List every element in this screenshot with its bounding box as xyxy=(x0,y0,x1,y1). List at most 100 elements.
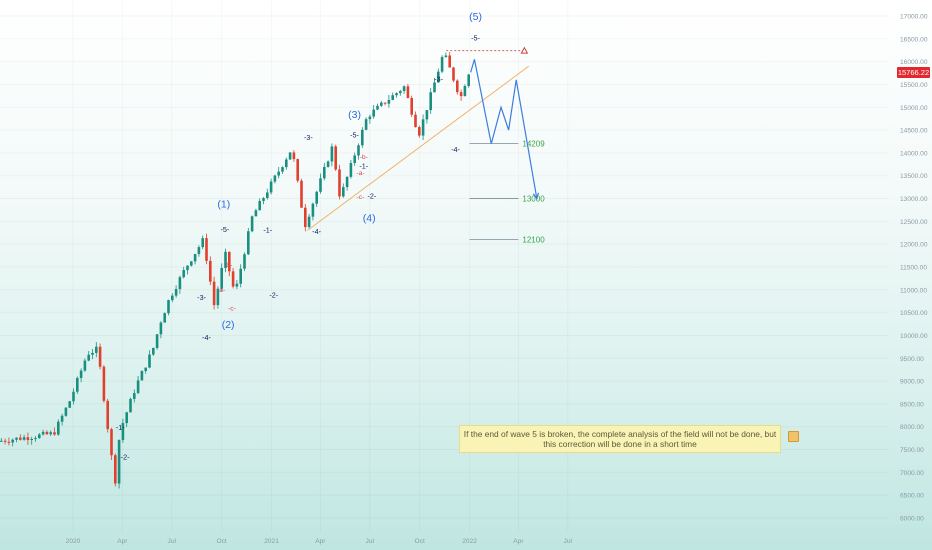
candle-body xyxy=(231,271,235,287)
candle-body xyxy=(463,86,467,97)
candle-body xyxy=(410,98,413,115)
trendline-line xyxy=(307,65,529,231)
wave-labels: -1- -2- -3- -4- -5- (1) -a- -b- -c- (2) -1- -2- -3- -… xyxy=(116,11,482,461)
candle-body xyxy=(60,415,64,422)
candle-body xyxy=(304,207,307,228)
candle-body xyxy=(353,155,356,163)
candle-body xyxy=(193,253,197,262)
candle-body xyxy=(178,277,182,290)
candle-body xyxy=(285,159,288,168)
candle-body xyxy=(76,377,79,392)
candle-body xyxy=(87,354,90,361)
candle-body xyxy=(197,247,201,254)
note-icon[interactable] xyxy=(788,431,799,442)
candle-body xyxy=(467,74,470,87)
candle-body xyxy=(307,216,311,228)
annotation-note[interactable]: If the end of wave 5 is broken, the comp… xyxy=(459,425,781,453)
wave-label: (1) xyxy=(217,199,230,211)
x-tick-label: Apr xyxy=(117,538,128,545)
candle-body xyxy=(68,401,71,408)
y-tick-label: 13500.00 xyxy=(900,173,928,180)
x-axis: 2020 Apr Jul Oct 2021 Apr Jul Oct 2022 Apr Jul xyxy=(66,538,573,545)
y-tick-label: 8500.00 xyxy=(900,401,924,408)
y-axis: 17000.00 16500.00 16000.00 15500.00 15000.00… xyxy=(900,14,928,523)
wave-label: -4- xyxy=(202,333,211,342)
candle-body xyxy=(425,110,429,120)
candle-body xyxy=(395,93,398,96)
wave-label: -2- xyxy=(121,453,130,462)
y-tick-label: 15500.00 xyxy=(900,82,928,89)
wave-label: -1- xyxy=(359,161,368,170)
candle-body xyxy=(57,421,60,435)
candle-body xyxy=(247,231,250,255)
trendline xyxy=(307,46,529,231)
candle-body xyxy=(296,159,299,181)
level-label: 14209 xyxy=(522,139,545,148)
candle-body xyxy=(239,268,242,284)
y-tick-label: 10500.00 xyxy=(900,310,928,317)
candle-body xyxy=(243,254,246,269)
candle-body xyxy=(174,289,178,296)
candle-body xyxy=(205,238,208,261)
candle-body xyxy=(250,216,254,232)
projection-path xyxy=(470,59,540,200)
y-tick-label: 16000.00 xyxy=(900,59,928,66)
candle-body xyxy=(387,99,391,104)
x-tick-label: Apr xyxy=(315,538,326,545)
candle-body xyxy=(34,438,37,440)
candle-body xyxy=(444,55,448,58)
wave-label: (4) xyxy=(363,212,376,224)
candle-body xyxy=(292,152,296,160)
candle-body xyxy=(319,178,322,192)
wave-label: -5- xyxy=(221,225,230,234)
candle-body xyxy=(144,367,147,372)
candle-body xyxy=(49,432,52,435)
candle-body xyxy=(182,270,185,278)
candle-body xyxy=(448,55,451,68)
candle-body xyxy=(262,198,265,201)
wave-label: -1- xyxy=(263,225,272,234)
wave-label: -3- xyxy=(434,74,443,83)
y-tick-label: 16500.00 xyxy=(900,36,928,43)
y-tick-label: 11500.00 xyxy=(900,265,927,272)
x-tick-label: Jul xyxy=(564,538,573,545)
warning-triangle-icon xyxy=(520,46,529,54)
candle-body xyxy=(212,281,216,306)
candle-body xyxy=(459,92,463,97)
candle-body xyxy=(383,102,387,104)
candles xyxy=(0,51,470,489)
y-tick-label: 12000.00 xyxy=(900,242,928,249)
candle-body xyxy=(277,171,280,176)
y-tick-label: 14000.00 xyxy=(900,150,928,157)
wave-label: -4- xyxy=(451,145,460,154)
candle-body xyxy=(159,322,163,335)
candle-body xyxy=(216,288,220,306)
candle-body xyxy=(209,260,212,282)
wave-label: -2- xyxy=(368,192,377,201)
candle-body xyxy=(136,380,140,394)
y-tick-label: 15000.00 xyxy=(900,105,928,112)
x-tick-label: Oct xyxy=(415,538,425,545)
candle-body xyxy=(273,175,277,182)
candle-body xyxy=(224,251,227,268)
candle-body xyxy=(114,455,117,484)
candle-body xyxy=(258,200,261,211)
candle-body xyxy=(45,431,49,435)
candle-body xyxy=(330,146,334,162)
candle-body xyxy=(163,313,166,323)
candle-body xyxy=(391,95,394,100)
x-tick-label: Jul xyxy=(168,538,177,545)
candle-body xyxy=(345,176,349,188)
y-tick-label: 12500.00 xyxy=(900,219,928,226)
candle-body xyxy=(440,57,444,72)
wave-label: -4- xyxy=(312,227,321,236)
candle-body xyxy=(79,370,83,378)
wave-label: (2) xyxy=(222,319,235,331)
candle-body xyxy=(235,283,239,287)
candle-body xyxy=(41,431,45,435)
candle-body xyxy=(334,146,337,170)
level-label: 13000 xyxy=(522,195,545,204)
y-tick-label: 6500.00 xyxy=(900,493,924,500)
level-label: 12100 xyxy=(522,236,545,245)
